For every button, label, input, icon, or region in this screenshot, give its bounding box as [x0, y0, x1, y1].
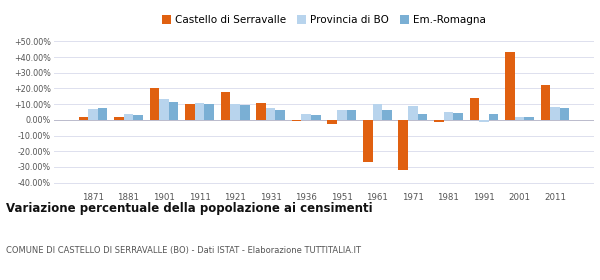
Bar	[550, 107, 560, 120]
Bar	[515, 117, 524, 120]
Bar	[489, 114, 499, 120]
Bar	[88, 109, 98, 120]
Bar	[292, 120, 301, 122]
Bar	[418, 114, 427, 120]
Bar	[98, 108, 107, 120]
Text: Variazione percentuale della popolazione ai censimenti: Variazione percentuale della popolazione…	[6, 202, 373, 214]
Bar	[114, 118, 124, 120]
Bar	[347, 110, 356, 120]
Bar	[363, 120, 373, 162]
Bar	[79, 117, 88, 120]
Bar	[205, 104, 214, 120]
Bar	[382, 110, 392, 120]
Bar	[195, 103, 205, 120]
Bar	[124, 114, 133, 120]
Bar	[524, 117, 534, 120]
Bar	[133, 115, 143, 120]
Bar	[275, 110, 285, 120]
Bar	[301, 114, 311, 120]
Bar	[479, 120, 489, 122]
Legend: Castello di Serravalle, Provincia di BO, Em.-Romagna: Castello di Serravalle, Provincia di BO,…	[162, 15, 486, 25]
Bar	[560, 108, 569, 120]
Bar	[230, 104, 240, 120]
Bar	[149, 88, 159, 120]
Bar	[470, 98, 479, 120]
Bar	[541, 85, 550, 120]
Bar	[505, 52, 515, 120]
Bar	[159, 99, 169, 120]
Bar	[256, 103, 266, 120]
Bar	[185, 104, 195, 120]
Bar	[408, 106, 418, 120]
Bar	[337, 110, 347, 120]
Bar	[373, 104, 382, 120]
Bar	[169, 102, 178, 120]
Text: COMUNE DI CASTELLO DI SERRAVALLE (BO) - Dati ISTAT - Elaborazione TUTTITALIA.IT: COMUNE DI CASTELLO DI SERRAVALLE (BO) - …	[6, 246, 361, 255]
Bar	[266, 108, 275, 120]
Bar	[311, 115, 320, 120]
Bar	[221, 92, 230, 120]
Bar	[434, 120, 443, 122]
Bar	[453, 113, 463, 120]
Bar	[398, 120, 408, 170]
Bar	[328, 120, 337, 124]
Bar	[443, 112, 453, 120]
Bar	[240, 105, 250, 120]
